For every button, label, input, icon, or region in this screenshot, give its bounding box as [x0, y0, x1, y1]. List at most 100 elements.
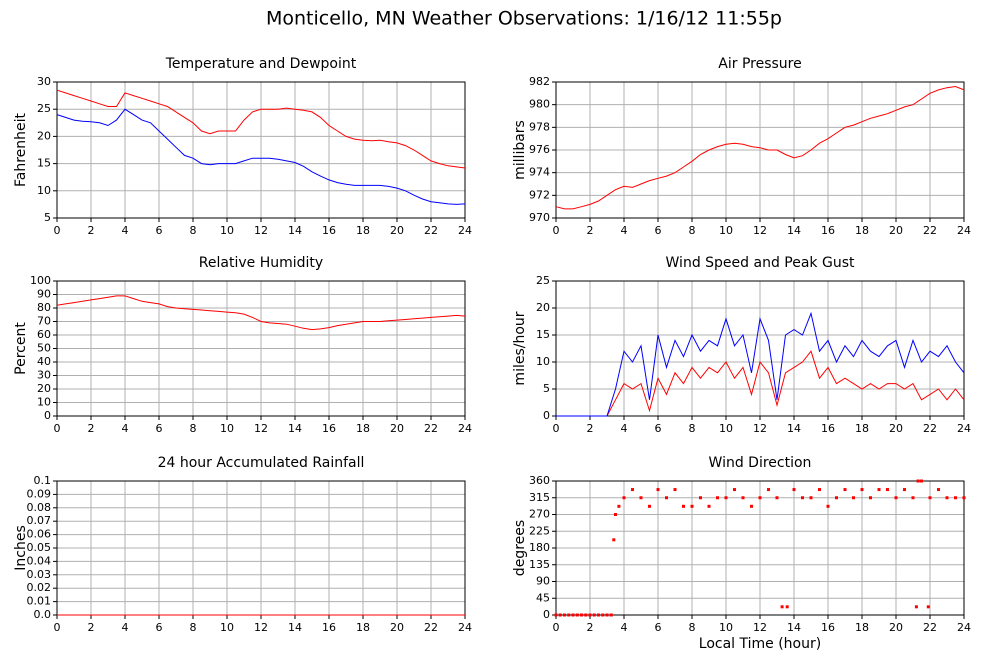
x-tick-label: 0	[553, 422, 560, 435]
y-tick-label: 360	[529, 474, 550, 487]
plot-frame	[56, 81, 466, 219]
x-tick-label: 20	[390, 621, 404, 634]
data-point	[584, 613, 588, 617]
y-axis-label: Fahrenheit	[13, 112, 29, 187]
panel-title: Air Pressure	[718, 56, 801, 72]
x-tick-label: 24	[957, 224, 971, 237]
x-tick-label: 14	[787, 422, 801, 435]
x-tick-label: 2	[88, 621, 95, 634]
y-tick-label: 980	[529, 98, 550, 111]
x-tick-label: 10	[220, 422, 234, 435]
y-tick-label: 5	[44, 211, 51, 224]
y-tick-label: 20	[37, 382, 51, 395]
x-tick-label: 16	[322, 621, 336, 634]
data-point	[835, 496, 838, 500]
x-tick-label: 24	[458, 422, 472, 435]
data-point	[780, 605, 784, 609]
x-tick-label: 2	[88, 422, 95, 435]
x-tick-label: 16	[821, 422, 835, 435]
data-point	[945, 496, 949, 500]
x-tick-label: 12	[254, 224, 268, 237]
x-tick-label: 20	[390, 422, 404, 435]
x-tick-label: 12	[753, 224, 767, 237]
y-tick-label: 25	[37, 102, 51, 115]
x-tick-label: 6	[156, 621, 163, 634]
data-line	[56, 295, 466, 331]
x-tick-label: 0	[553, 224, 560, 237]
x-tick-label: 18	[356, 422, 370, 435]
x-tick-label: 0	[54, 224, 61, 237]
x-tick-label: 14	[787, 621, 801, 634]
y-tick-label: 978	[529, 120, 550, 133]
x-tick-label: 8	[689, 621, 696, 634]
data-point	[690, 504, 694, 508]
x-tick-label: 20	[889, 621, 903, 634]
data-point	[785, 605, 789, 609]
data-point	[869, 496, 872, 500]
x-tick-label: 12	[753, 422, 767, 435]
data-point	[894, 496, 898, 500]
data-point	[716, 496, 719, 500]
data-point	[614, 513, 617, 516]
y-tick-label: 25	[536, 274, 550, 287]
y-tick-label: 50	[37, 342, 51, 355]
data-point	[707, 504, 711, 508]
data-point	[826, 504, 830, 508]
y-tick-label: 5	[543, 382, 550, 395]
y-tick-label: 45	[536, 591, 550, 604]
y-tick-label: 0	[44, 409, 51, 422]
data-point	[741, 496, 745, 500]
y-tick-label: 30	[37, 75, 51, 88]
data-point	[656, 488, 660, 492]
x-tick-label: 10	[220, 224, 234, 237]
data-point	[852, 496, 855, 500]
y-tick-label: 90	[536, 575, 550, 588]
y-axis-label: Percent	[13, 322, 29, 375]
y-tick-label: 0.05	[27, 541, 52, 554]
data-point	[682, 504, 685, 508]
x-tick-label: 6	[655, 224, 662, 237]
y-tick-label: 10	[536, 355, 550, 368]
x-tick-label: 0	[54, 422, 61, 435]
data-point	[886, 488, 889, 492]
data-point	[860, 488, 864, 492]
x-tick-label: 22	[424, 621, 438, 634]
data-line	[556, 350, 965, 417]
panel-title: 24 hour Accumulated Rainfall	[158, 455, 365, 471]
data-point	[914, 605, 918, 609]
x-tick-label: 24	[458, 621, 472, 634]
x-tick-label: 4	[621, 621, 628, 634]
x-tick-label: 18	[356, 224, 370, 237]
data-point	[665, 496, 668, 500]
y-tick-label: 30	[37, 369, 51, 382]
x-tick-label: 12	[254, 422, 268, 435]
x-tick-label: 10	[719, 224, 733, 237]
x-tick-label: 4	[122, 621, 129, 634]
x-tick-label: 10	[220, 621, 234, 634]
panel-title: Temperature and Dewpoint	[165, 56, 357, 72]
data-point	[558, 613, 562, 617]
x-axis-label: Local Time (hour)	[699, 636, 821, 652]
y-tick-label: 15	[37, 157, 51, 170]
y-axis-label: Inches	[13, 525, 29, 570]
data-point	[818, 488, 821, 492]
y-tick-label: 0.01	[27, 595, 52, 608]
x-tick-label: 14	[787, 224, 801, 237]
data-point	[733, 488, 736, 492]
data-point	[609, 613, 613, 617]
x-tick-label: 24	[957, 422, 971, 435]
x-tick-label: 10	[719, 621, 733, 634]
data-point	[622, 496, 626, 500]
y-tick-label: 976	[529, 143, 550, 156]
x-tick-label: 4	[122, 224, 129, 237]
y-tick-label: 100	[30, 274, 51, 287]
x-tick-label: 24	[458, 224, 472, 237]
data-line	[56, 108, 466, 205]
y-tick-label: 0.04	[27, 554, 52, 567]
x-tick-label: 12	[753, 621, 767, 634]
y-tick-label: 225	[529, 524, 550, 537]
x-tick-label: 22	[923, 621, 937, 634]
y-tick-label: 60	[37, 328, 51, 341]
y-tick-label: 80	[37, 301, 51, 314]
